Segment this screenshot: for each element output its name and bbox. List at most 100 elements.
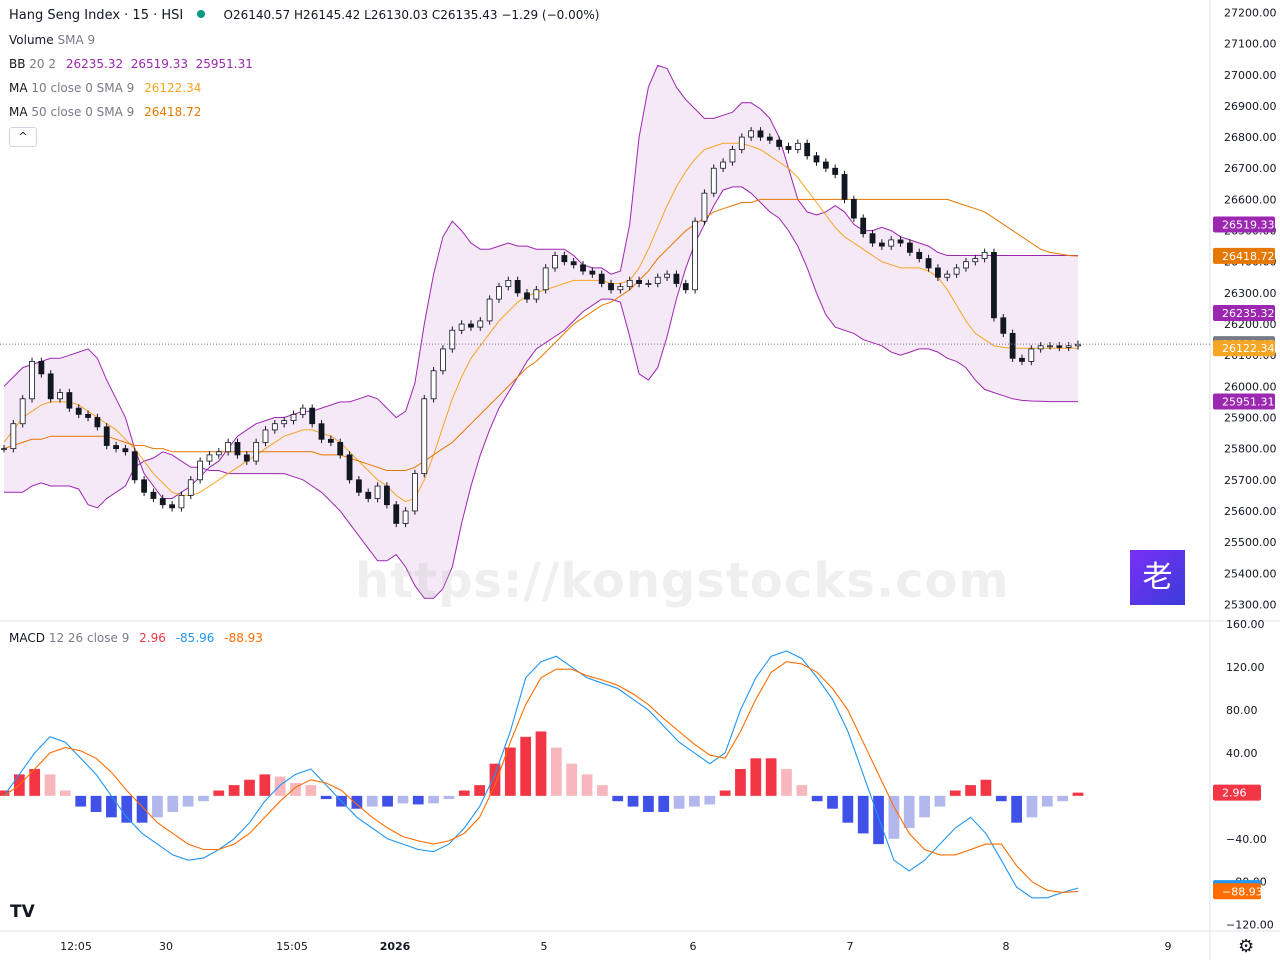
bb-legend[interactable]: BB 20 2 26235.32 26519.33 25951.31 bbox=[9, 57, 253, 71]
macd-histogram-bar bbox=[29, 769, 41, 796]
candle-body bbox=[935, 267, 941, 278]
candle-body bbox=[1, 448, 7, 451]
ma50-value: 26418.72 bbox=[144, 105, 202, 119]
candle-body bbox=[906, 242, 913, 253]
candle-body bbox=[841, 174, 848, 200]
macd-histogram-bar bbox=[1011, 795, 1022, 823]
volume-legend[interactable]: Volume SMA 9 bbox=[9, 33, 95, 47]
price-tick-label: 26900.00 bbox=[1224, 100, 1277, 113]
candle-body bbox=[113, 445, 119, 450]
macd-histogram-bar bbox=[75, 795, 87, 807]
candle-body bbox=[589, 270, 596, 275]
chart-header: Hang Seng Index · 15 · HSI O26140.57 H26… bbox=[9, 8, 599, 23]
candle-body bbox=[748, 130, 755, 138]
macd-histogram-bar bbox=[704, 795, 716, 805]
macd-histogram-bar bbox=[643, 795, 654, 812]
price-tick-label: 25600.00 bbox=[1224, 505, 1277, 518]
macd-histogram-bar bbox=[520, 736, 532, 796]
macd-histogram-bar bbox=[1041, 795, 1053, 807]
macd-histogram-bar bbox=[919, 795, 930, 818]
macd-tick-label: 120.00 bbox=[1226, 661, 1265, 674]
ma10-legend[interactable]: MA 10 close 0 SMA 9 26122.34 bbox=[9, 81, 201, 95]
candle-body bbox=[271, 423, 278, 431]
macd-histogram-bar bbox=[458, 790, 470, 796]
macd-histogram-bar bbox=[842, 795, 854, 823]
macd-histogram-bar bbox=[673, 795, 685, 809]
gear-icon[interactable]: ⚙ bbox=[1238, 936, 1255, 957]
symbol-title[interactable]: Hang Seng Index · 15 · HSI bbox=[9, 8, 184, 23]
price-label-text: 26519.33 bbox=[1222, 219, 1275, 232]
candle-body bbox=[944, 273, 951, 278]
candle-body bbox=[804, 142, 811, 157]
candle-body bbox=[440, 348, 446, 372]
price-tick-label: 26200.00 bbox=[1224, 318, 1277, 331]
candle-body bbox=[66, 392, 73, 409]
candle-body bbox=[514, 280, 521, 294]
price-tick-label: 25400.00 bbox=[1224, 567, 1277, 580]
bb-upper-line bbox=[3, 64, 1078, 499]
candle-body bbox=[384, 485, 390, 506]
candle-body bbox=[1000, 317, 1007, 334]
candle-body bbox=[318, 423, 325, 440]
macd-legend[interactable]: MACD 12 26 close 9 2.96 -85.96 -88.93 bbox=[9, 631, 263, 645]
ma50-title: MA bbox=[9, 105, 28, 119]
macd-histogram-bar bbox=[274, 776, 286, 796]
candle-body bbox=[178, 494, 185, 509]
candle-body bbox=[710, 167, 717, 194]
macd-histogram-bar bbox=[0, 790, 10, 796]
macd-histogram-bar bbox=[428, 795, 439, 804]
candle-body bbox=[225, 442, 232, 453]
collapse-legend-button[interactable]: ^ bbox=[9, 127, 37, 147]
price-tick-label: 25300.00 bbox=[1224, 598, 1277, 611]
time-tick-label: 15:05 bbox=[276, 940, 308, 953]
candle-body bbox=[159, 498, 166, 506]
candle-body bbox=[169, 504, 176, 509]
macd-label-text: 2.96 bbox=[1222, 787, 1247, 800]
tradingview-logo[interactable]: TV bbox=[10, 902, 35, 922]
ma50-legend[interactable]: MA 50 close 0 SMA 9 26418.72 bbox=[9, 105, 201, 119]
candle-body bbox=[449, 329, 456, 350]
price-tick-label: 27000.00 bbox=[1224, 69, 1277, 82]
macd-histogram-bar bbox=[735, 769, 746, 796]
ma10-params: 10 close 0 SMA 9 bbox=[31, 81, 135, 95]
candle-body bbox=[290, 413, 297, 422]
candle-body bbox=[636, 280, 642, 284]
ohlc-values: O26140.57 H26145.42 L26130.03 C26135.43 … bbox=[223, 8, 600, 22]
time-tick-label: 30 bbox=[159, 940, 173, 953]
macd-histogram-bar bbox=[136, 795, 148, 823]
brand-logo: 老 bbox=[1130, 550, 1185, 605]
price-tick-label: 25500.00 bbox=[1224, 536, 1277, 549]
candle-body bbox=[617, 286, 624, 291]
macd-label-text: −88.93 bbox=[1222, 885, 1263, 898]
candle-body bbox=[421, 398, 428, 474]
candle-body bbox=[365, 491, 372, 499]
candle-body bbox=[608, 283, 614, 291]
candle-body bbox=[645, 283, 652, 285]
candle-body bbox=[1019, 357, 1025, 362]
macd-histogram-bar bbox=[765, 758, 777, 796]
candle-body bbox=[103, 426, 110, 446]
candle-body bbox=[141, 479, 147, 493]
candle-body bbox=[10, 423, 17, 450]
macd-histogram-bar bbox=[873, 795, 884, 845]
candle-body bbox=[598, 273, 605, 284]
candle-body bbox=[720, 161, 727, 169]
volume-title: Volume bbox=[9, 33, 54, 47]
time-tick-label: 5 bbox=[541, 940, 548, 953]
macd-histogram-bar bbox=[182, 795, 194, 807]
macd-histogram-bar bbox=[474, 785, 485, 796]
macd-histogram-bar bbox=[612, 795, 624, 802]
macd-label-badge bbox=[1213, 784, 1261, 801]
candle-body bbox=[991, 251, 997, 319]
candle-body bbox=[281, 420, 288, 425]
macd-histogram-bar bbox=[597, 785, 608, 796]
candle-body bbox=[234, 442, 241, 456]
macd-histogram-bar bbox=[857, 795, 869, 834]
macd-tick-label: 160.00 bbox=[1226, 618, 1265, 631]
candle-body bbox=[75, 407, 82, 415]
candle-body bbox=[402, 510, 409, 524]
macd-histogram-bar bbox=[382, 795, 393, 807]
candle-body bbox=[673, 273, 680, 284]
candle-body bbox=[19, 398, 26, 425]
